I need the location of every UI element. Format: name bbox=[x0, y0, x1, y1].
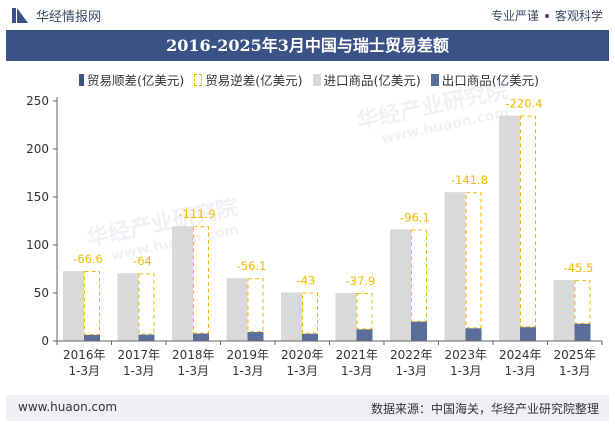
deficit-data-label: -37.9 bbox=[346, 274, 376, 288]
import-bar[interactable] bbox=[63, 271, 84, 341]
tagline: 专业严谨 客观科学 bbox=[491, 7, 603, 24]
title-band: 2016-2025年3月中国与瑞士贸易差额 bbox=[6, 30, 609, 61]
deficit-bar[interactable] bbox=[302, 292, 318, 334]
deficit-data-label: -111.9 bbox=[178, 207, 215, 221]
legend-item-import[interactable]: 进口商品(亿美元) bbox=[312, 70, 421, 89]
deficit-data-label: -64 bbox=[133, 254, 152, 268]
legend: 贸易顺差(亿美元) 贸易逆差(亿美元) 进口商品(亿美元) 出口商品(亿美元) bbox=[0, 70, 615, 89]
footer-source: 数据来源：中国海关，华经产业研究院整理 bbox=[370, 402, 599, 416]
export-bar[interactable] bbox=[520, 327, 536, 341]
x-tick-label-year: 2024年 bbox=[499, 348, 542, 362]
chart-canvas: -66.6 -64 -111.9 -56.1 -43 -37.9 -96.1 -141.8 -2… bbox=[26, 94, 603, 378]
import-bar[interactable] bbox=[226, 278, 248, 341]
deficit-bar[interactable] bbox=[520, 115, 536, 328]
legend-label-import: 进口商品(亿美元) bbox=[323, 73, 421, 88]
export-bar[interactable] bbox=[411, 321, 427, 341]
x-tick-label-period: 1-3月 bbox=[395, 364, 427, 378]
export-swatch-icon bbox=[430, 73, 439, 86]
x-tick-label-period: 1-3月 bbox=[450, 364, 482, 378]
deficit-data-label: -96.1 bbox=[400, 210, 430, 224]
deficit-swatch-icon bbox=[194, 73, 203, 86]
huajing-logo-icon bbox=[12, 8, 28, 23]
footer: www.huaon.com 数据来源：中国海关，华经产业研究院整理 bbox=[6, 395, 609, 421]
deficit-data-label: -56.1 bbox=[237, 259, 267, 273]
x-tick-label-period: 1-3月 bbox=[177, 364, 209, 378]
legend-label-deficit: 贸易逆差(亿美元) bbox=[205, 73, 303, 88]
export-bar[interactable] bbox=[465, 328, 482, 341]
import-bar[interactable] bbox=[390, 229, 411, 341]
export-bar[interactable] bbox=[302, 333, 318, 341]
chart-title: 2016-2025年3月中国与瑞士贸易差额 bbox=[166, 36, 449, 55]
legend-label-export: 出口商品(亿美元) bbox=[441, 73, 540, 88]
x-tick-label-period: 1-3月 bbox=[123, 364, 155, 378]
x-tick-label-period: 1-3月 bbox=[286, 364, 318, 378]
deficit-bar[interactable] bbox=[193, 226, 209, 334]
top-bar: 华经情报网 专业严谨 客观科学 bbox=[0, 0, 615, 30]
bars-layer: -66.6 -64 -111.9 -56.1 -43 -37.9 -96.1 -141.8 -2… bbox=[63, 97, 593, 341]
deficit-data-label: -220.4 bbox=[505, 97, 542, 111]
legend-item-surplus[interactable]: 贸易顺差(亿美元) bbox=[75, 70, 185, 89]
deficit-data-label: -66.6 bbox=[73, 252, 103, 266]
x-tick-label-year: 2025年 bbox=[553, 348, 596, 362]
x-tick-label-year: 2017年 bbox=[117, 348, 160, 362]
tagline-right: 客观科学 bbox=[554, 9, 603, 23]
import-swatch-icon bbox=[312, 73, 321, 86]
deficit-data-label: -45.5 bbox=[564, 261, 594, 275]
x-tick-label-period: 1-3月 bbox=[68, 364, 100, 378]
export-bar[interactable] bbox=[356, 329, 373, 341]
export-bar[interactable] bbox=[247, 332, 264, 341]
legend-item-export[interactable]: 出口商品(亿美元) bbox=[430, 70, 540, 89]
export-bar[interactable] bbox=[574, 323, 591, 341]
axes-layer: 0 50 100 150 200 250 2016年 1-3月 2017年 1-3月 2018年 1-… bbox=[26, 94, 603, 378]
import-bar[interactable] bbox=[117, 273, 139, 341]
deficit-data-label: -141.8 bbox=[451, 173, 488, 187]
x-tick-label-year: 2019年 bbox=[226, 348, 269, 362]
y-tick-label: 100 bbox=[26, 238, 49, 252]
x-tick-label-year: 2022年 bbox=[390, 348, 433, 362]
x-tick-label-period: 1-3月 bbox=[504, 364, 536, 378]
x-tick-label-period: 1-3月 bbox=[341, 364, 373, 378]
brand[interactable]: 华经情报网 bbox=[12, 6, 101, 25]
y-tick-label: 50 bbox=[34, 286, 49, 300]
footer-website[interactable]: www.huaon.com bbox=[18, 400, 118, 414]
deficit-bar[interactable] bbox=[138, 273, 155, 335]
export-bar[interactable] bbox=[84, 334, 100, 341]
import-bar[interactable] bbox=[335, 293, 357, 341]
y-tick-label: 250 bbox=[26, 94, 49, 108]
x-tick-label-period: 1-3月 bbox=[232, 364, 264, 378]
y-tick-label: 200 bbox=[26, 142, 49, 156]
export-bar[interactable] bbox=[193, 333, 209, 341]
y-tick-label: 0 bbox=[41, 334, 49, 348]
x-tick-label-year: 2020年 bbox=[281, 348, 324, 362]
tagline-dot bbox=[544, 13, 549, 18]
deficit-bar[interactable] bbox=[247, 278, 264, 333]
x-tick-label-period: 1-3月 bbox=[559, 364, 591, 378]
deficit-data-label: -43 bbox=[297, 274, 316, 288]
x-tick-label-year: 2023年 bbox=[444, 348, 487, 362]
y-tick-label: 150 bbox=[26, 190, 49, 204]
legend-label-surplus: 贸易顺差(亿美元) bbox=[86, 73, 185, 88]
surplus-swatch-icon bbox=[75, 73, 84, 86]
tagline-left: 专业严谨 bbox=[490, 9, 539, 23]
deficit-bar[interactable] bbox=[411, 229, 427, 322]
deficit-bar[interactable] bbox=[356, 293, 373, 330]
legend-item-deficit[interactable]: 贸易逆差(亿美元) bbox=[194, 70, 303, 89]
import-bar[interactable] bbox=[281, 292, 302, 341]
deficit-bar[interactable] bbox=[574, 280, 591, 324]
import-bar[interactable] bbox=[499, 115, 520, 341]
x-tick-label-year: 2018年 bbox=[172, 348, 215, 362]
brand-name: 华经情报网 bbox=[36, 10, 102, 25]
import-bar[interactable] bbox=[444, 192, 466, 341]
x-tick-label-year: 2021年 bbox=[335, 348, 378, 362]
import-bar[interactable] bbox=[553, 280, 575, 341]
export-bar[interactable] bbox=[138, 334, 155, 341]
deficit-bar[interactable] bbox=[465, 192, 482, 329]
import-bar[interactable] bbox=[172, 226, 193, 341]
deficit-bar[interactable] bbox=[84, 271, 100, 335]
x-tick-label-year: 2016年 bbox=[63, 348, 106, 362]
